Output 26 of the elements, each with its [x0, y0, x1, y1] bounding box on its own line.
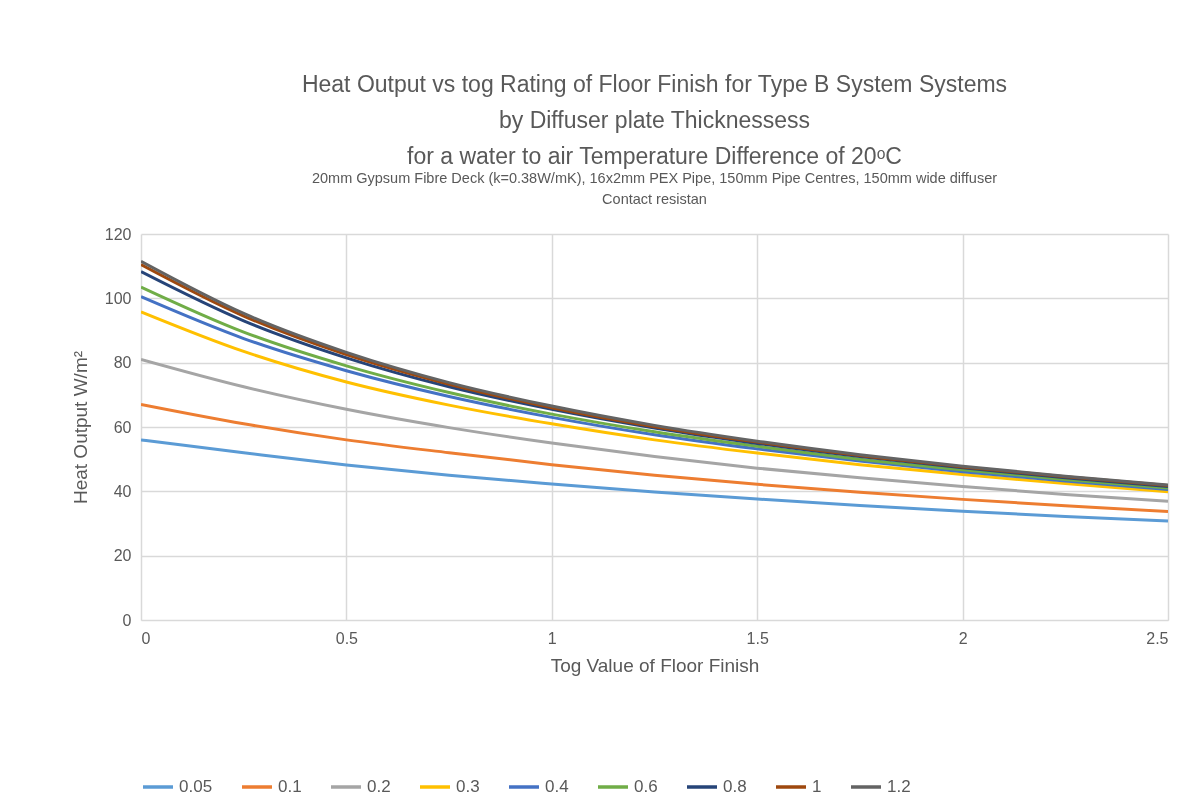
legend-label: 0.3 — [456, 777, 480, 792]
x-tick-label: 2.5 — [1146, 629, 1169, 647]
x-tick-label: 0 — [141, 629, 151, 647]
legend-label: 0.4 — [545, 777, 569, 792]
y-axis-title: Heat Output W/m² — [69, 350, 91, 505]
legend-label: 1 — [812, 777, 822, 792]
chart-title: Heat Output vs tog Rating of Floor Finish for Type B System Systems by Diffuser plate Thicknessess for a water to air Temperature Difference of 20ᵒC — [301, 70, 1008, 169]
y-tick-label: 60 — [113, 418, 132, 436]
y-tick-label: 40 — [113, 482, 132, 500]
x-tick-label: 1 — [547, 629, 557, 647]
y-tick-label: 80 — [113, 354, 132, 372]
x-tick-label: 1.5 — [746, 629, 769, 647]
legend-label: 0.05 — [179, 777, 213, 792]
legend-label: 0.2 — [367, 777, 391, 792]
chart-subtitle: 20mm Gypsum Fibre Deck (k=0.38W/mK), 16x2mm PEX Pipe, 150mm Pipe Centres, 150mm wide diffuser Contact resistan — [311, 169, 998, 207]
x-tick-label: 0.5 — [335, 629, 359, 647]
legend-label: 0.8 — [723, 777, 747, 792]
y-tick-label: 20 — [113, 547, 132, 565]
x-tick-label: 2 — [958, 629, 968, 647]
y-tick-label: 100 — [104, 289, 132, 307]
legend-label: 1.2 — [887, 777, 911, 792]
x-axis-title: Tog Value of Floor Finish — [550, 654, 760, 676]
y-tick-label: 0 — [122, 611, 132, 629]
legend-label: 0.6 — [634, 777, 658, 792]
legend-label: 0.1 — [278, 777, 302, 792]
y-tick-label: 120 — [104, 225, 132, 243]
